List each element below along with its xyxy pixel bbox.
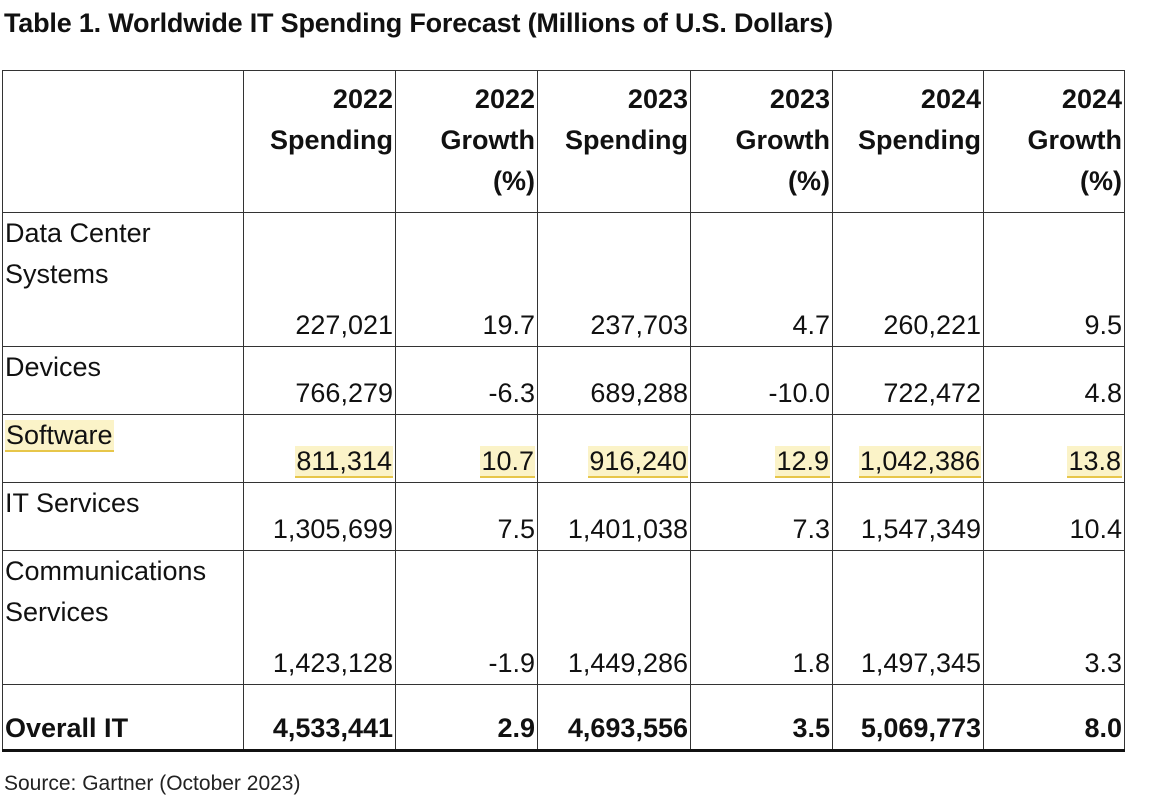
table-title: Table 1. Worldwide IT Spending Forecast … bbox=[4, 8, 833, 38]
header-line: 2022 bbox=[474, 84, 535, 114]
header-line: (%) bbox=[788, 166, 830, 196]
total-value-cell: 2.9 bbox=[395, 684, 538, 752]
row-label-line: Data Center bbox=[5, 218, 151, 248]
table-row-devices: Devices 766,279 -6.3 689,288 -10.0 722,4… bbox=[2, 346, 1125, 415]
header-2024-spending: 2024 Spending bbox=[832, 70, 984, 213]
header-2024-growth: 2024 Growth (%) bbox=[983, 70, 1125, 213]
value-cell: 237,703 bbox=[537, 212, 691, 347]
value-cell: 1,497,345 bbox=[832, 550, 984, 685]
total-label-cell: Overall IT bbox=[2, 684, 244, 752]
value-cell: 227,021 bbox=[243, 212, 396, 347]
highlighted-text: 811,314 bbox=[295, 446, 393, 478]
row-label-cell: IT Services bbox=[2, 482, 244, 551]
source-note: Source: Gartner (October 2023) bbox=[4, 772, 301, 795]
header-line: Spending bbox=[858, 125, 981, 155]
value-cell: 1.8 bbox=[690, 550, 833, 685]
row-label-line: Communications bbox=[5, 556, 207, 586]
value-cell: 722,472 bbox=[832, 346, 984, 415]
highlighted-text: 13.8 bbox=[1067, 446, 1122, 478]
header-line: Growth bbox=[735, 125, 831, 155]
header-2023-growth: 2023 Growth (%) bbox=[690, 70, 833, 213]
value-cell: 1,547,349 bbox=[832, 482, 984, 551]
value-cell: 9.5 bbox=[983, 212, 1125, 347]
value-cell: 13.8 bbox=[983, 414, 1125, 483]
row-label-line: Services bbox=[5, 597, 109, 627]
header-line: 2024 bbox=[920, 84, 981, 114]
value-cell: 7.5 bbox=[395, 482, 538, 551]
it-spending-table: 2022 Spending 2022 Growth (%) 2023 Spend… bbox=[2, 70, 1125, 752]
header-line: Spending bbox=[270, 125, 393, 155]
row-label-cell: Communications Services bbox=[2, 550, 244, 685]
value-cell: 12.9 bbox=[690, 414, 833, 483]
highlighted-text: 10.7 bbox=[480, 446, 535, 478]
table-row-communications-services: Communications Services 1,423,128 -1.9 1… bbox=[2, 550, 1125, 685]
header-corner-cell bbox=[2, 70, 244, 213]
value-cell: -6.3 bbox=[395, 346, 538, 415]
value-cell: 1,401,038 bbox=[537, 482, 691, 551]
row-label-cell: Data Center Systems bbox=[2, 212, 244, 347]
total-value-cell: 8.0 bbox=[983, 684, 1125, 752]
table-row-software: Software 811,314 10.7 916,240 12.9 1,042… bbox=[2, 414, 1125, 483]
value-cell: 766,279 bbox=[243, 346, 396, 415]
row-label-line: Systems bbox=[5, 259, 109, 289]
highlighted-text: 12.9 bbox=[775, 446, 830, 478]
row-label-cell: Software bbox=[2, 414, 244, 483]
value-cell: 7.3 bbox=[690, 482, 833, 551]
header-line: 2024 bbox=[1061, 84, 1122, 114]
value-cell: 10.4 bbox=[983, 482, 1125, 551]
row-label-line: IT Services bbox=[5, 488, 140, 518]
header-2022-spending: 2022 Spending bbox=[243, 70, 396, 213]
value-cell: 10.7 bbox=[395, 414, 538, 483]
row-label-line: Devices bbox=[5, 352, 102, 382]
total-value-cell: 5,069,773 bbox=[832, 684, 984, 752]
value-cell: 1,042,386 bbox=[832, 414, 984, 483]
table-row-overall-it: Overall IT 4,533,441 2.9 4,693,556 3.5 5… bbox=[2, 684, 1125, 752]
value-cell: 260,221 bbox=[832, 212, 984, 347]
total-value-cell: 3.5 bbox=[690, 684, 833, 752]
value-cell: 4.7 bbox=[690, 212, 833, 347]
value-cell: 3.3 bbox=[983, 550, 1125, 685]
header-line: Growth bbox=[1027, 125, 1123, 155]
value-cell: 4.8 bbox=[983, 346, 1125, 415]
value-cell: 689,288 bbox=[537, 346, 691, 415]
header-line: Spending bbox=[565, 125, 688, 155]
value-cell: 916,240 bbox=[537, 414, 691, 483]
value-cell: 1,423,128 bbox=[243, 550, 396, 685]
table-row-it-services: IT Services 1,305,699 7.5 1,401,038 7.3 … bbox=[2, 482, 1125, 551]
value-cell: 1,449,286 bbox=[537, 550, 691, 685]
highlighted-text: Software bbox=[5, 420, 114, 452]
total-value-cell: 4,693,556 bbox=[537, 684, 691, 752]
value-cell: -10.0 bbox=[690, 346, 833, 415]
value-cell: -1.9 bbox=[395, 550, 538, 685]
header-line: 2023 bbox=[769, 84, 830, 114]
header-2022-growth: 2022 Growth (%) bbox=[395, 70, 538, 213]
header-row: 2022 Spending 2022 Growth (%) 2023 Spend… bbox=[2, 70, 1125, 213]
total-value-cell: 4,533,441 bbox=[243, 684, 396, 752]
header-line: (%) bbox=[1080, 166, 1122, 196]
header-2023-spending: 2023 Spending bbox=[537, 70, 691, 213]
value-cell: 1,305,699 bbox=[243, 482, 396, 551]
header-line: (%) bbox=[493, 166, 535, 196]
highlighted-text: 1,042,386 bbox=[858, 446, 981, 478]
table-row-data-center-systems: Data Center Systems 227,021 19.7 237,703… bbox=[2, 212, 1125, 347]
header-line: Growth bbox=[440, 125, 536, 155]
value-cell: 811,314 bbox=[243, 414, 396, 483]
header-line: 2022 bbox=[332, 84, 393, 114]
header-line: 2023 bbox=[627, 84, 688, 114]
highlighted-text: 916,240 bbox=[588, 446, 688, 478]
value-cell: 19.7 bbox=[395, 212, 538, 347]
row-label-cell: Devices bbox=[2, 346, 244, 415]
